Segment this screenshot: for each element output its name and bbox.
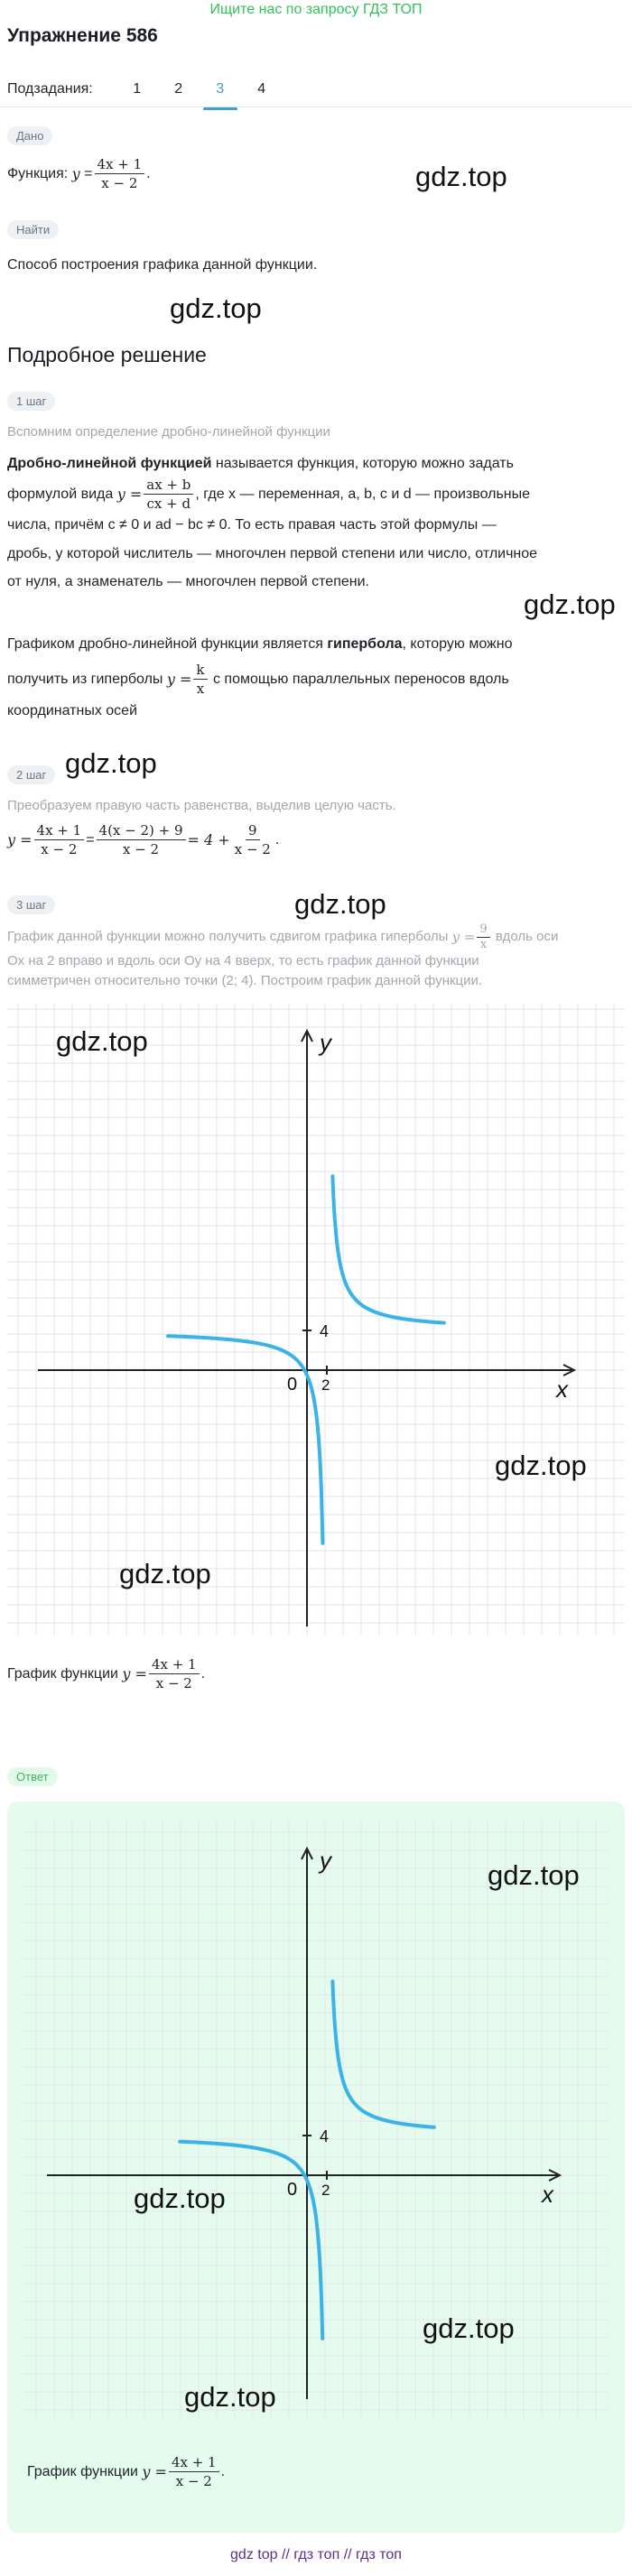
footer-links[interactable]: gdz top // гдз топ // гдз топ (230, 2547, 402, 2562)
step3-text: График данной функции можно получить сдв… (7, 922, 559, 989)
origin-label: 0 (287, 2180, 297, 2200)
solution-heading: Подробное решение (7, 343, 207, 366)
step2-hint: Преобразуем правую часть равенства, выде… (7, 798, 396, 813)
page-title: Упражнение 586 (7, 25, 158, 46)
subtasks-label: Подзадания: (7, 81, 93, 97)
hyperbola-left-branch (166, 1334, 325, 1545)
watermark: gdz.top (119, 1558, 211, 1589)
grid (23, 1821, 609, 2417)
subtask-tabs: Подзадания: 1 2 3 4 (7, 76, 283, 110)
find-text: Способ построения графика данной функции… (7, 257, 318, 273)
watermark: gdz.top (415, 161, 507, 192)
search-banner[interactable]: Ищите нас по запросу ГДЗ ТОП (209, 2, 423, 17)
tab-subtask-4[interactable]: 4 (257, 81, 266, 97)
tab-subtask-1[interactable]: 1 (133, 81, 142, 97)
given-prefix: Функция: (7, 166, 69, 181)
x-axis-label: x (554, 1376, 569, 1403)
y-axis-label: y (318, 1029, 333, 1056)
answer-chip: Ответ (7, 1767, 58, 1786)
general-fraction: ax + b cx + d (144, 476, 194, 513)
hyperbola-graph: y x 0 2 4 (7, 1004, 625, 1635)
x-axis-arrow (548, 2169, 562, 2182)
answer-hyperbola-graph: y x 0 2 4 (23, 1821, 609, 2417)
step1-paragraph-2: Графиком дробно-линейной функции являетс… (7, 636, 513, 718)
hyperbola-left-branch (178, 2139, 325, 2340)
hyperbola-right-branch (330, 1979, 436, 2129)
watermark: gdz.top (488, 1859, 580, 1891)
watermark: gdz.top (170, 292, 262, 324)
watermark: gdz.top (56, 1025, 148, 1057)
y-tick-label: 4 (320, 1322, 329, 1340)
given-chip: Дано (7, 126, 53, 145)
step1-hint: Вспомним определение дробно-линейной фун… (7, 424, 330, 440)
y-axis-label: y (318, 1847, 333, 1874)
y-tick-label: 4 (320, 2127, 329, 2145)
y-axis-arrow (301, 1846, 313, 1860)
x-axis-label: x (540, 2181, 554, 2208)
watermark: gdz.top (294, 888, 386, 920)
step1-paragraph: Дробно-линейной функцией называется функ… (7, 456, 538, 589)
tab-subtask-2[interactable]: 2 (174, 81, 183, 97)
x-tick-label: 2 (321, 2182, 330, 2199)
origin-label: 0 (287, 1375, 297, 1395)
watermark: gdz.top (65, 747, 157, 779)
watermark: gdz.top (134, 2182, 226, 2214)
step1-chip: 1 шаг (7, 392, 56, 411)
watermark: gdz.top (495, 1450, 587, 1481)
step2-chip: 2 шаг (7, 765, 56, 784)
y-axis-arrow (301, 1028, 313, 1042)
watermark: gdz.top (184, 2381, 276, 2413)
hyperbola-right-branch (330, 1174, 446, 1325)
grid (7, 1004, 625, 1635)
tab-subtask-3[interactable]: 3 (200, 76, 241, 110)
watermark: gdz.top (524, 588, 616, 620)
x-axis-arrow (562, 1364, 577, 1376)
find-chip: Найти (7, 220, 60, 239)
given-y: y (71, 165, 80, 182)
x-tick-label: 2 (321, 1376, 330, 1394)
watermark: gdz.top (423, 2312, 515, 2344)
answer-box (7, 1802, 625, 2533)
step3-chip: 3 шаг (7, 895, 56, 914)
